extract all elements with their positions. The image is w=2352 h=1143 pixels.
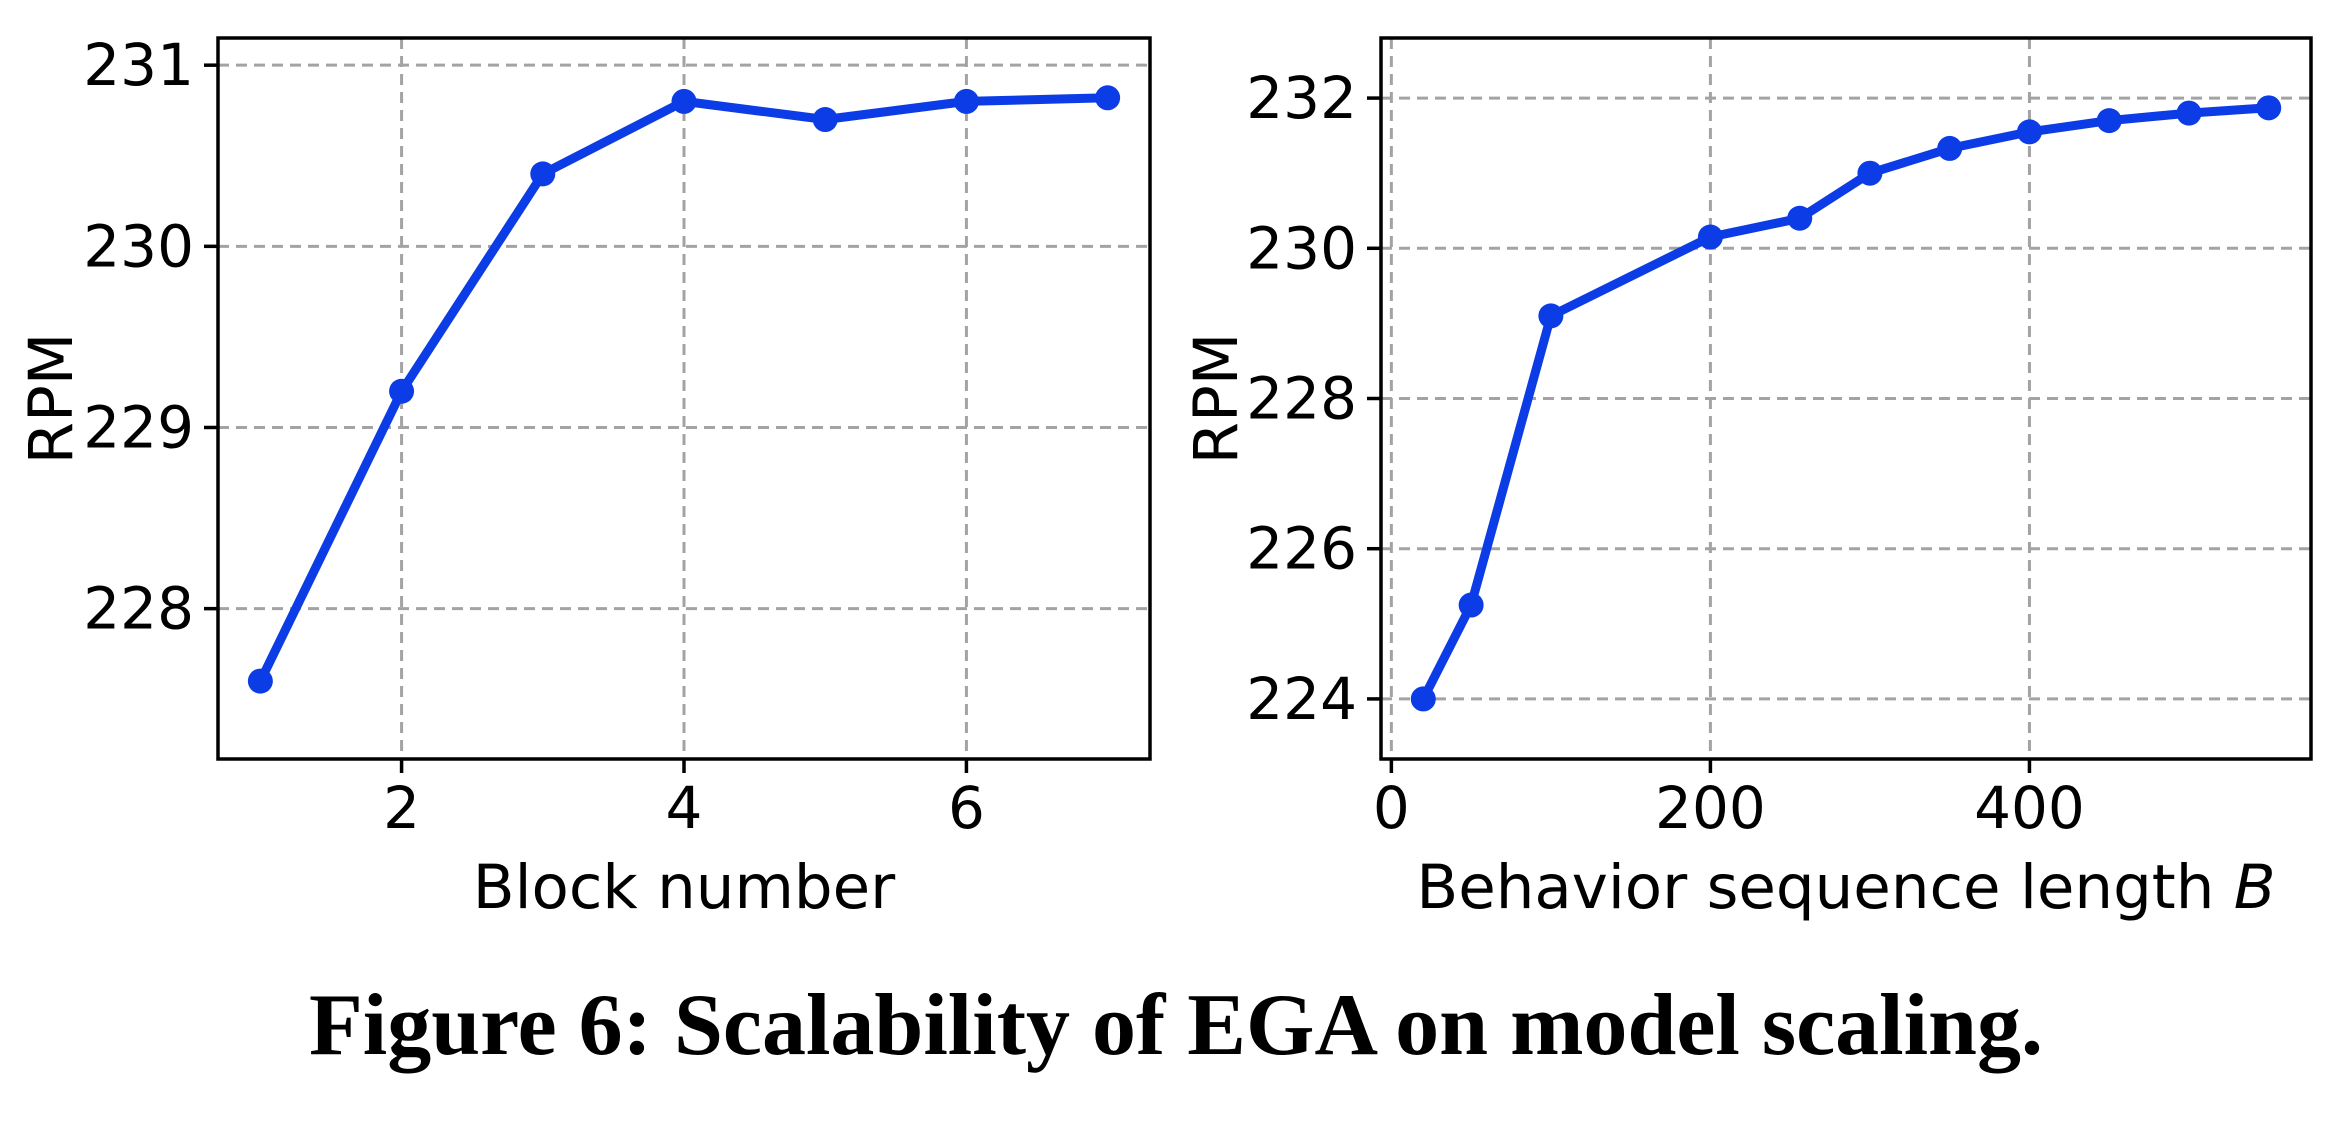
x-tick-label: 400 [1974, 774, 2085, 842]
x-axis-label: Behavior sequence length B [1416, 852, 2275, 923]
y-tick-label: 224 [1246, 665, 1357, 733]
x-axis-label: Block number [473, 852, 896, 923]
data-point [2016, 119, 2042, 145]
data-point [1458, 592, 1484, 618]
y-axis-label: RPM [16, 333, 87, 465]
x-tick-label: 200 [1655, 774, 1766, 842]
charts-canvas: 2 4 6 228 229 230 231 Block number RPM 0 200 400 224… [16, 31, 2313, 923]
data-point [1095, 85, 1121, 111]
plot-frame [216, 36, 1152, 761]
data-point [671, 88, 697, 114]
y-tick-label: 229 [83, 393, 194, 461]
x-tick-label: 0 [1373, 774, 1410, 842]
data-point [247, 668, 273, 694]
data-point [1937, 135, 1963, 161]
data-point [2096, 108, 2122, 134]
data-point [2176, 100, 2202, 126]
data-point [1697, 224, 1723, 250]
data-point [2256, 95, 2282, 121]
data-point [1410, 686, 1436, 712]
x-tick-label: 4 [666, 774, 703, 842]
figure-caption: Figure 6: Scalability of EGA on model sc… [308, 977, 2043, 1074]
y-tick-label: 228 [1246, 365, 1357, 433]
data-point [812, 107, 838, 133]
data-point [953, 88, 979, 114]
data-point [530, 161, 556, 187]
y-tick-label: 228 [83, 575, 194, 643]
y-tick-label: 232 [1246, 64, 1357, 132]
data-line [1418, 103, 2274, 704]
y-tick-label: 226 [1246, 515, 1357, 583]
y-tick-label: 230 [1246, 214, 1357, 282]
plot-frame [1379, 36, 2313, 761]
x-tick-label: 6 [948, 774, 985, 842]
data-point [1787, 205, 1813, 231]
x-tick-label: 2 [383, 774, 420, 842]
data-point [1538, 303, 1564, 329]
data-point [1857, 160, 1883, 186]
y-axis-label: RPM [1181, 333, 1252, 465]
data-point [389, 378, 415, 404]
y-tick-label: 230 [83, 212, 194, 280]
y-tick-label: 231 [83, 31, 194, 99]
